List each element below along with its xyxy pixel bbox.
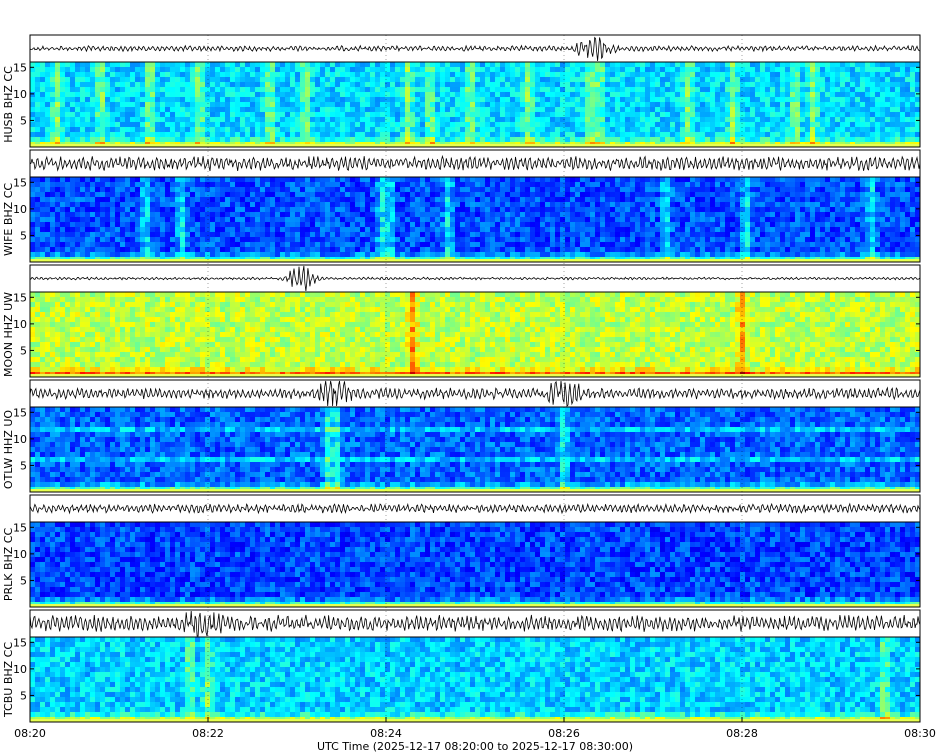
y-tick-label: 15 bbox=[13, 636, 27, 649]
waveform-frame bbox=[29, 34, 921, 63]
y-tick-label: 5 bbox=[20, 229, 27, 242]
spectrogram-frame bbox=[29, 636, 921, 723]
x-tick-label: 08:20 bbox=[14, 727, 46, 740]
y-tick-label: 10 bbox=[13, 88, 27, 101]
waveform-frame bbox=[29, 379, 921, 408]
spectrogram-frame bbox=[29, 521, 921, 608]
spectrogram-frame bbox=[29, 176, 921, 263]
low-frequency-band bbox=[30, 144, 920, 147]
y-tick-label: 5 bbox=[20, 114, 27, 127]
y-tick-label: 5 bbox=[20, 459, 27, 472]
station-label: WIFE BHZ CC bbox=[2, 183, 15, 256]
station-label: HUSB BHZ CC bbox=[2, 66, 15, 143]
station-label: OTLW HHZ UO bbox=[2, 410, 15, 489]
waveform-trace bbox=[29, 154, 921, 172]
station-label: PRLK BHZ CC bbox=[2, 528, 15, 602]
x-tick-label: 08:30 bbox=[904, 727, 936, 740]
waveform-trace bbox=[29, 502, 921, 515]
y-tick-label: 10 bbox=[13, 203, 27, 216]
spectrogram-frame bbox=[29, 291, 921, 378]
spectrogram-frame bbox=[29, 61, 921, 148]
x-axis-label: UTC Time (2025-12-17 08:20:00 to 2025-12… bbox=[317, 740, 633, 753]
spectrogram-husb-bhz-cc bbox=[30, 62, 921, 148]
station-label: MOON HHZ UW bbox=[2, 292, 15, 377]
y-tick-label: 15 bbox=[13, 176, 27, 189]
x-tick-label: 08:24 bbox=[370, 727, 402, 740]
low-frequency-band bbox=[30, 489, 920, 492]
y-tick-label: 10 bbox=[13, 548, 27, 561]
y-tick-label: 10 bbox=[13, 663, 27, 676]
waveform-trace bbox=[29, 610, 921, 637]
spectrogram-moon-hhz-uw bbox=[30, 292, 921, 378]
x-tick-label: 08:22 bbox=[192, 727, 224, 740]
spectrogram-otlw-hhz-uo bbox=[30, 407, 921, 493]
y-tick-label: 15 bbox=[13, 291, 27, 304]
y-tick-label: 5 bbox=[20, 574, 27, 587]
y-tick-label: 5 bbox=[20, 344, 27, 357]
station-label: TCBU BHZ CC bbox=[2, 642, 15, 718]
waveform-trace bbox=[29, 380, 921, 407]
low-frequency-band bbox=[30, 374, 920, 377]
waveform-trace bbox=[29, 265, 921, 292]
y-tick-label: 10 bbox=[13, 433, 27, 446]
y-tick-label: 5 bbox=[20, 689, 27, 702]
low-frequency-band bbox=[30, 604, 920, 607]
low-frequency-band bbox=[30, 719, 920, 722]
low-frequency-band bbox=[30, 259, 920, 262]
waveform-trace bbox=[29, 36, 921, 62]
x-tick-label: 08:26 bbox=[548, 727, 580, 740]
spectrogram-wife-bhz-cc bbox=[30, 177, 921, 263]
grid-lines bbox=[207, 35, 743, 722]
y-tick-label: 15 bbox=[13, 61, 27, 74]
spectrogram-tcbu-bhz-cc bbox=[30, 637, 921, 723]
y-tick-label: 15 bbox=[13, 406, 27, 419]
x-tick-label: 08:28 bbox=[726, 727, 758, 740]
y-tick-label: 10 bbox=[13, 318, 27, 331]
spectrogram-frame bbox=[29, 406, 921, 493]
spectrogram-prlk-bhz-cc bbox=[30, 522, 921, 608]
y-tick-label: 15 bbox=[13, 521, 27, 534]
